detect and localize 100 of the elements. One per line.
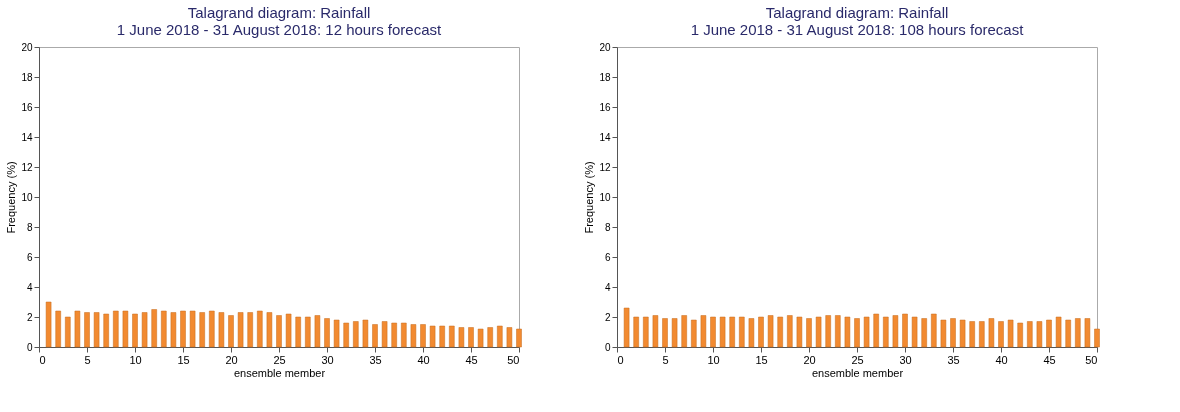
bar	[420, 324, 426, 348]
y-tick-label: 20	[599, 41, 611, 53]
bar	[883, 316, 889, 348]
bar	[806, 318, 812, 348]
y-tick-label: 10	[599, 191, 611, 203]
y-tick-label: 0	[26, 341, 33, 353]
bar	[497, 325, 503, 348]
bar	[468, 327, 474, 348]
x-tick-label: 20	[803, 353, 816, 366]
bar	[988, 318, 995, 348]
bar	[787, 315, 793, 348]
y-tick-label: 4	[604, 281, 611, 293]
bar	[285, 313, 292, 348]
x-tick-label: 40	[995, 353, 1008, 366]
x-tick-label: 45	[1043, 353, 1056, 366]
bar	[218, 312, 225, 348]
bar	[180, 310, 186, 348]
text: 1 June 2018 - 31 August 2018: 12 hours forecast	[116, 21, 442, 38]
bar	[391, 322, 397, 348]
bar	[835, 315, 841, 348]
x-tick-label: 0	[39, 353, 46, 366]
bar	[767, 315, 774, 348]
y-tick-label: 16	[599, 101, 611, 113]
bar	[353, 321, 359, 348]
x-tick-label: 50	[1085, 353, 1098, 366]
bar	[1084, 318, 1091, 348]
bar	[796, 316, 803, 348]
x-tick-label: 30	[899, 353, 912, 366]
bar	[1017, 322, 1023, 348]
bar	[873, 313, 879, 348]
x-tick-label: 30	[321, 353, 334, 366]
y-tick-label: 4	[26, 281, 33, 293]
bar	[633, 316, 639, 348]
bar	[199, 312, 205, 348]
bar	[1094, 328, 1100, 348]
bar	[700, 315, 707, 348]
bar	[1027, 321, 1033, 348]
bar	[710, 316, 716, 348]
y-tick-label: 8	[604, 221, 611, 233]
bar	[777, 316, 783, 348]
y-axis-title: Frequency (%)	[583, 161, 596, 234]
bar	[324, 318, 330, 348]
bar	[652, 315, 659, 348]
x-tick-label: 15	[755, 353, 768, 366]
bar	[902, 313, 908, 348]
bar	[410, 324, 417, 348]
y-tick-label: 14	[599, 131, 611, 143]
bar	[487, 327, 493, 348]
y-tick-label: 12	[21, 161, 33, 173]
y-tick-label: 6	[26, 251, 33, 263]
x-tick-label: 0	[617, 353, 624, 366]
bar	[863, 316, 870, 348]
bar	[854, 318, 860, 348]
bar	[969, 321, 975, 348]
y-tick-label: 8	[26, 221, 33, 233]
x-tick-label: 10	[129, 353, 142, 366]
bar	[815, 316, 822, 348]
bar	[950, 318, 956, 348]
bar	[257, 310, 263, 348]
bar	[643, 316, 649, 348]
bar	[506, 327, 513, 348]
bar	[295, 316, 301, 348]
bar	[1075, 318, 1081, 348]
y-tick-label: 10	[21, 191, 33, 203]
bar	[65, 316, 71, 348]
bar	[1046, 319, 1052, 348]
y-tick-label: 0	[604, 341, 611, 353]
x-tick-label: 35	[369, 353, 382, 366]
bar	[739, 316, 745, 348]
bar	[719, 316, 726, 348]
bar	[189, 310, 196, 348]
bar	[209, 310, 215, 348]
bar	[305, 316, 311, 348]
bar	[662, 318, 668, 348]
x-tick-label: 45	[465, 353, 478, 366]
bar	[477, 328, 484, 348]
bar	[998, 321, 1004, 348]
x-tick-label: 25	[273, 353, 286, 366]
bar	[892, 315, 899, 348]
bar	[681, 315, 687, 348]
bar	[93, 312, 100, 348]
y-tick-label: 6	[604, 251, 611, 263]
bar	[758, 316, 764, 348]
bar	[911, 316, 918, 348]
bar	[844, 316, 851, 348]
bar	[103, 313, 109, 348]
y-tick-label: 12	[599, 161, 611, 173]
y-tick-label: 16	[21, 101, 33, 113]
bar	[247, 312, 253, 348]
bar	[333, 319, 340, 348]
bar	[691, 319, 697, 348]
bar	[151, 309, 157, 348]
bar	[161, 310, 167, 348]
bar	[381, 321, 388, 348]
y-tick-label: 2	[604, 311, 611, 323]
bar	[372, 324, 378, 348]
bar	[1055, 316, 1062, 348]
bar	[1036, 321, 1043, 348]
bar	[931, 313, 937, 348]
bar	[1007, 319, 1014, 348]
